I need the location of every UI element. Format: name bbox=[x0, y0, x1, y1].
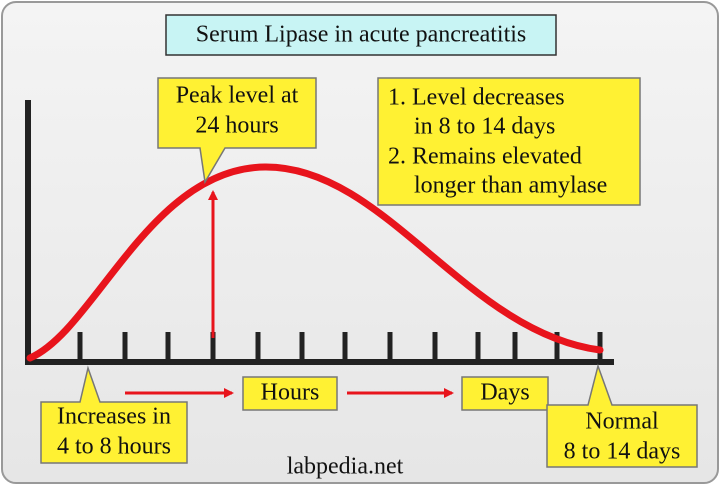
normal-text: 8 to 14 days bbox=[564, 439, 681, 465]
increase-text: Increases in bbox=[57, 404, 171, 430]
title-box bbox=[165, 14, 557, 56]
note-text: 1. Level decreases bbox=[388, 85, 565, 111]
lipase-curve bbox=[26, 163, 604, 362]
increase-callout-box bbox=[40, 365, 188, 464]
peak-text: Peak level at bbox=[176, 83, 299, 109]
days-box bbox=[461, 376, 549, 411]
note-text: 2. Remains elevated bbox=[388, 144, 582, 170]
note-text: longer than amylase bbox=[414, 173, 607, 199]
peak-callout-box bbox=[157, 77, 317, 185]
hours-box bbox=[242, 376, 338, 411]
title: Serum Lipase in acute pancreatitis bbox=[196, 22, 527, 48]
normal-text: Normal bbox=[585, 409, 659, 435]
hours-label: Hours bbox=[261, 380, 320, 406]
normal-callout-box bbox=[546, 363, 698, 468]
increase-text: 4 to 8 hours bbox=[57, 434, 171, 460]
notes-box bbox=[377, 77, 641, 206]
note-text: in 8 to 14 days bbox=[414, 114, 555, 140]
footer: labpedia.net bbox=[287, 454, 404, 480]
days-label: Days bbox=[480, 380, 529, 406]
peak-text: 24 hours bbox=[195, 113, 278, 139]
